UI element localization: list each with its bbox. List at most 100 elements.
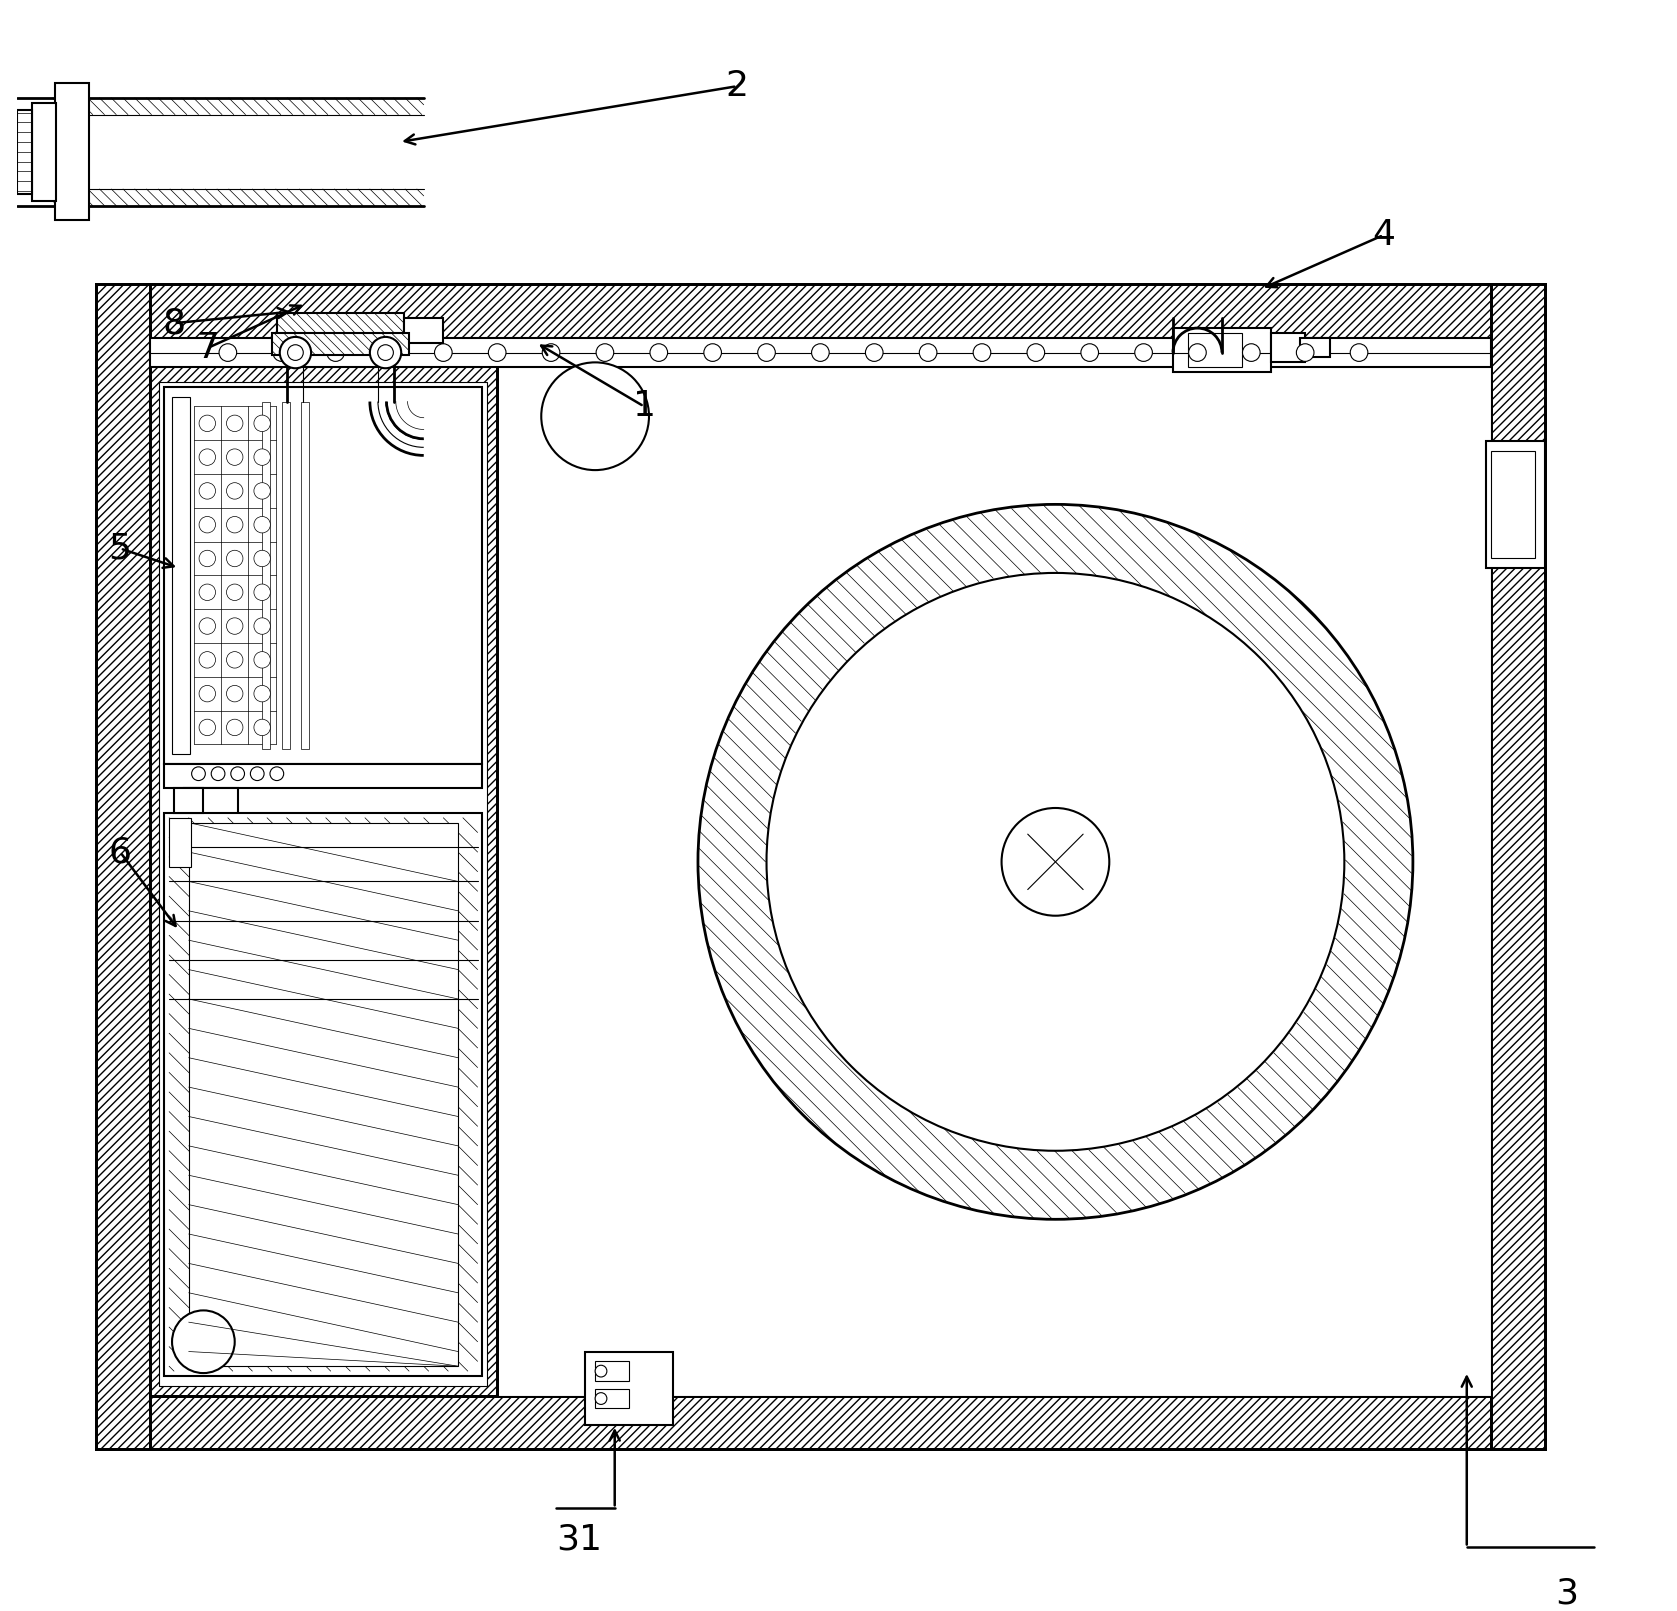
Circle shape [1001, 809, 1108, 915]
Circle shape [191, 767, 205, 781]
Bar [190, 823, 458, 1366]
Circle shape [253, 585, 270, 601]
Circle shape [595, 1365, 607, 1377]
Bar [184, 788, 238, 818]
Bar [149, 338, 1491, 367]
Bar [149, 338, 496, 1395]
Circle shape [200, 619, 216, 635]
Bar [96, 1395, 1545, 1450]
Circle shape [200, 483, 216, 499]
Circle shape [200, 517, 216, 533]
Circle shape [287, 345, 304, 361]
Circle shape [226, 651, 243, 669]
Circle shape [226, 551, 243, 567]
Circle shape [377, 345, 394, 361]
Circle shape [253, 619, 270, 635]
Circle shape [381, 343, 397, 361]
Bar [164, 814, 483, 1376]
Bar [159, 382, 488, 1385]
Circle shape [250, 767, 263, 781]
Bar [164, 764, 483, 788]
Circle shape [542, 362, 649, 470]
Bar [173, 396, 190, 754]
Circle shape [273, 343, 290, 361]
Circle shape [1296, 343, 1315, 361]
Circle shape [1082, 343, 1098, 361]
Circle shape [253, 517, 270, 533]
Text: 2: 2 [726, 69, 748, 103]
Bar [96, 284, 149, 1450]
Bar [272, 333, 409, 354]
Circle shape [200, 685, 216, 702]
Bar [149, 338, 1491, 1395]
Circle shape [226, 585, 243, 601]
Circle shape [1350, 343, 1368, 361]
Text: 3: 3 [1555, 1577, 1578, 1611]
Bar [1187, 333, 1241, 367]
Circle shape [758, 343, 775, 361]
Circle shape [766, 574, 1345, 1150]
Circle shape [434, 343, 453, 361]
Circle shape [253, 483, 270, 499]
Text: 8: 8 [163, 306, 186, 340]
Circle shape [919, 343, 937, 361]
Bar [302, 401, 309, 749]
Circle shape [270, 767, 283, 781]
Circle shape [226, 719, 243, 736]
Circle shape [200, 585, 216, 601]
Bar [149, 338, 496, 1395]
Bar [1486, 441, 1545, 569]
Circle shape [1026, 343, 1045, 361]
Bar [262, 401, 270, 749]
Bar [595, 1361, 629, 1381]
Circle shape [211, 767, 225, 781]
Circle shape [226, 517, 243, 533]
Text: 7: 7 [196, 330, 220, 364]
Circle shape [231, 767, 245, 781]
Bar [96, 284, 1545, 1450]
Circle shape [280, 337, 312, 369]
Text: 31: 31 [557, 1522, 602, 1556]
Circle shape [1135, 343, 1152, 361]
Circle shape [698, 504, 1414, 1220]
Circle shape [200, 651, 216, 669]
Circle shape [865, 343, 884, 361]
Bar [1172, 329, 1271, 372]
Bar [1491, 284, 1545, 1450]
Bar [282, 401, 290, 749]
Bar [96, 284, 1545, 338]
Bar [1491, 284, 1545, 1450]
Bar [404, 319, 443, 343]
Circle shape [226, 483, 243, 499]
Bar [277, 314, 404, 343]
Bar [1300, 338, 1330, 358]
Circle shape [253, 551, 270, 567]
Circle shape [253, 719, 270, 736]
Circle shape [226, 449, 243, 466]
Circle shape [173, 1310, 235, 1373]
Bar [169, 818, 191, 867]
Bar [96, 1395, 1545, 1450]
Text: 6: 6 [109, 834, 131, 868]
Bar [17, 110, 32, 193]
Text: 4: 4 [1372, 217, 1395, 251]
Bar [164, 387, 483, 764]
Circle shape [704, 343, 721, 361]
Bar [55, 84, 89, 221]
Circle shape [226, 416, 243, 432]
Bar [585, 1352, 674, 1426]
Circle shape [812, 343, 828, 361]
Circle shape [253, 416, 270, 432]
Circle shape [253, 651, 270, 669]
Bar [1491, 451, 1536, 559]
Circle shape [226, 619, 243, 635]
Circle shape [542, 343, 560, 361]
Bar [32, 103, 57, 201]
Circle shape [973, 343, 991, 361]
Bar [595, 1389, 629, 1408]
Circle shape [200, 719, 216, 736]
Circle shape [226, 685, 243, 702]
Circle shape [220, 343, 236, 361]
Text: 5: 5 [109, 532, 131, 565]
Circle shape [1243, 343, 1259, 361]
